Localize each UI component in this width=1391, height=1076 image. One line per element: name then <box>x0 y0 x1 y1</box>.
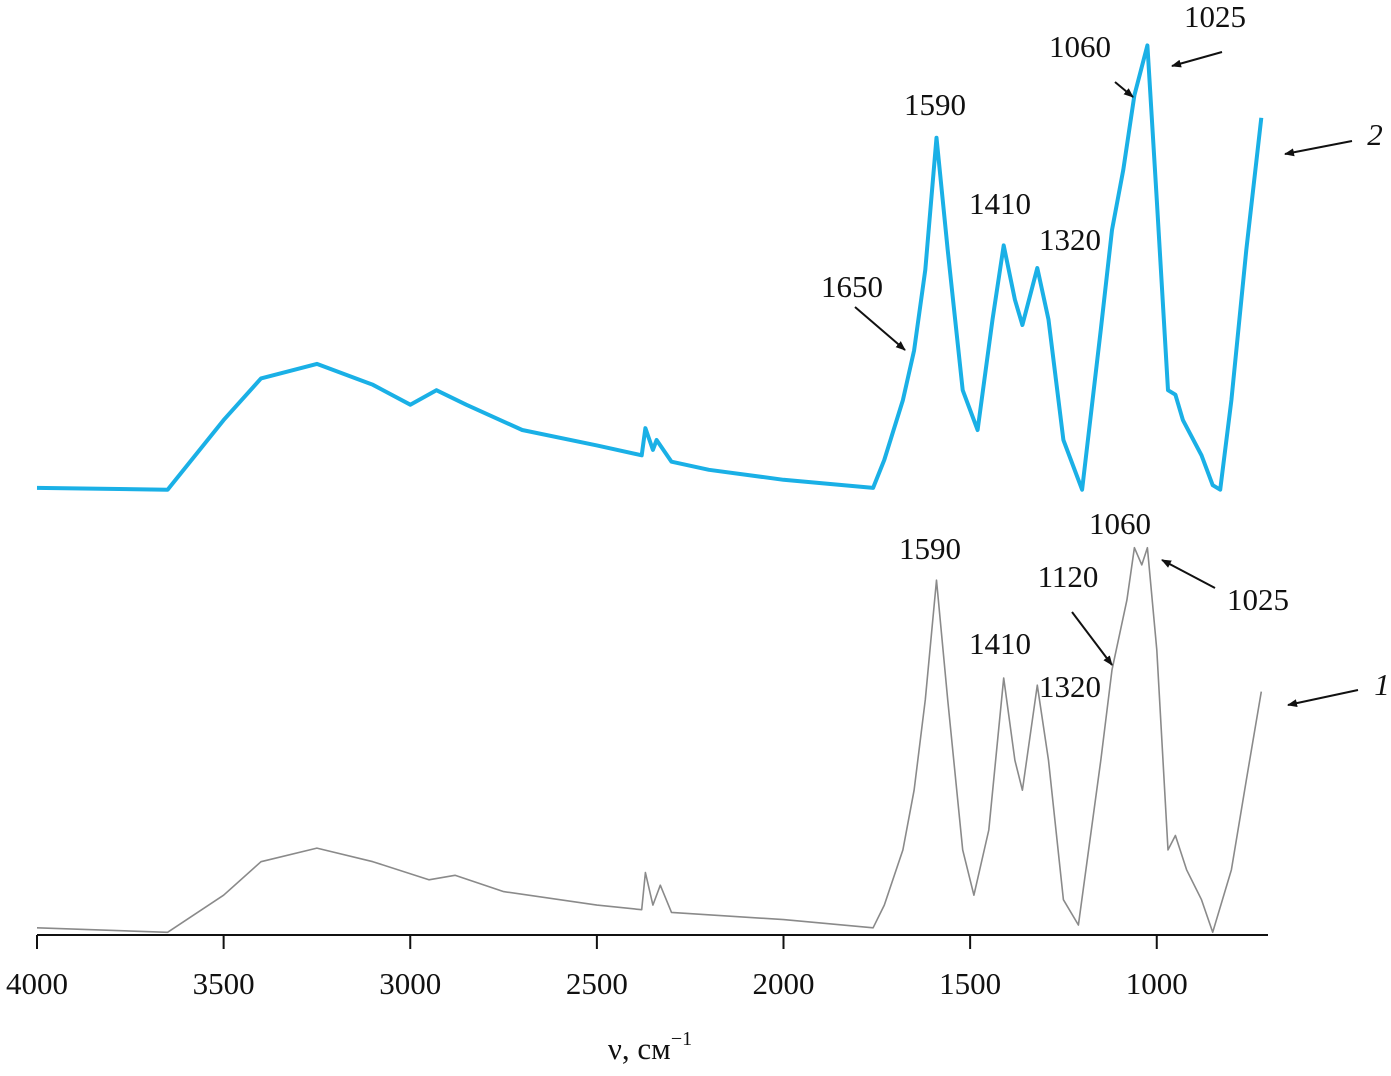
x-tick-label: 4000 <box>6 966 68 1001</box>
peak-label: 1590 <box>904 87 966 122</box>
peak-label: 1060 <box>1089 506 1151 541</box>
x-tick-label: 2500 <box>566 966 628 1001</box>
peak-label: 1650 <box>821 269 883 304</box>
x-tick-label: 3500 <box>193 966 255 1001</box>
peak-label: 1320 <box>1039 222 1101 257</box>
peak-label: 1060 <box>1049 29 1111 64</box>
x-tick-label: 1000 <box>1126 966 1188 1001</box>
legend-arrow <box>1284 140 1353 157</box>
spectrum-line <box>36 546 1263 934</box>
x-axis-label: ν, см−1 <box>608 1028 692 1067</box>
peak-label: 1320 <box>1039 669 1101 704</box>
x-tick-label: 2000 <box>753 966 815 1001</box>
peak-label: 1120 <box>1038 559 1099 594</box>
legend-label: 2 <box>1367 117 1383 152</box>
peak-arrow <box>854 306 906 351</box>
peak-arrow <box>1171 51 1223 68</box>
peak-label: 1590 <box>899 531 961 566</box>
legend-label: 1 <box>1374 667 1390 702</box>
x-tick-label: 3000 <box>379 966 441 1001</box>
peak-arrow <box>1114 81 1134 98</box>
peak-arrow <box>1161 559 1216 589</box>
peak-label: 1410 <box>969 186 1031 221</box>
peak-label: 1410 <box>969 626 1031 661</box>
peak-label: 1025 <box>1184 0 1246 34</box>
spectrum-line <box>36 43 1264 492</box>
legend-arrow <box>1287 689 1359 708</box>
peak-arrow <box>1071 611 1113 666</box>
x-tick-label: 1500 <box>939 966 1001 1001</box>
peak-label: 1025 <box>1227 582 1289 617</box>
